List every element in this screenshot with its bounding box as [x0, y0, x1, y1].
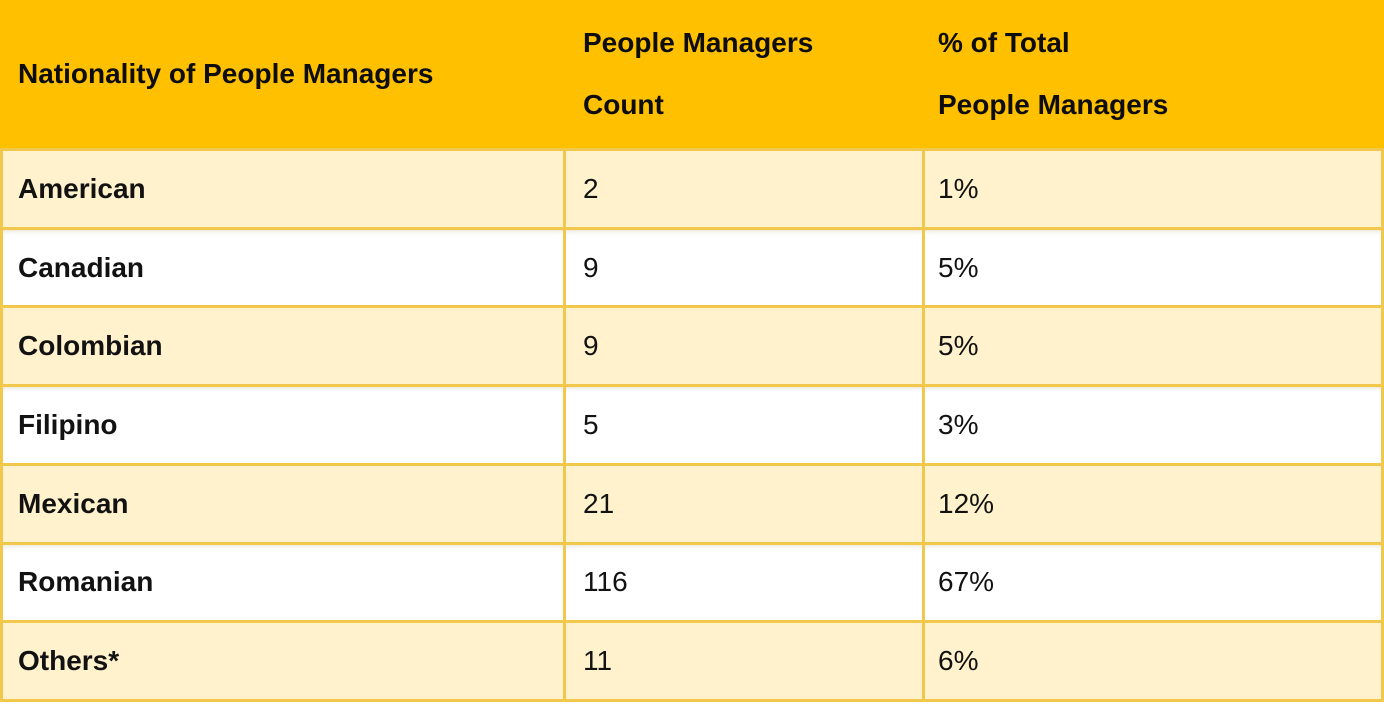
header-nationality-label: Nationality of People Managers: [18, 58, 434, 90]
header-count-line1: People Managers: [583, 27, 814, 58]
cell-count: 9: [563, 308, 922, 385]
header-percent-line2: People Managers: [938, 89, 1169, 120]
cell-nationality: American: [18, 172, 146, 204]
cell-percent: 5%: [922, 229, 1381, 306]
cell-percent: 3%: [922, 387, 1381, 463]
cell-percent: 6%: [922, 623, 1381, 700]
header-percent-line1: % of Total: [938, 27, 1070, 58]
header-percent: % of Total People Managers: [922, 12, 1384, 136]
cell-count: 2: [563, 151, 922, 227]
table-row-romanian: Romanian 116 67%: [3, 541, 1381, 621]
cell-nationality: Canadian: [18, 251, 145, 283]
cell-nationality: Colombian: [18, 330, 163, 362]
table-row-mexican: Mexican 21 12%: [3, 462, 1381, 542]
table-row-filipino: Filipino 5 3%: [3, 384, 1381, 463]
table-body: American 2 1% Canadian 9 5% Colombian 9 …: [0, 148, 1384, 702]
table-row-colombian: Colombian 9 5%: [3, 305, 1381, 385]
cell-count: 116: [563, 544, 922, 621]
cell-nationality: Mexican: [18, 487, 129, 519]
cell-percent: 5%: [922, 308, 1381, 385]
header-count-line2: Count: [583, 89, 664, 120]
cell-nationality: Filipino: [18, 409, 118, 441]
cell-nationality: Romanian: [18, 566, 154, 598]
table-header-row: Nationality of People Managers People Ma…: [0, 0, 1384, 148]
table-row-american: American 2 1%: [3, 148, 1381, 227]
header-count: People Managers Count: [563, 12, 922, 136]
cell-percent: 67%: [922, 544, 1381, 621]
cell-count: 11: [563, 623, 922, 700]
table-row-others: Others* 11 6%: [3, 620, 1381, 700]
header-nationality: Nationality of People Managers: [0, 57, 563, 91]
cell-percent: 12%: [922, 465, 1381, 542]
cell-count: 5: [563, 387, 922, 463]
cell-nationality: Others*: [18, 645, 120, 677]
cell-percent: 1%: [922, 151, 1381, 227]
table-row-canadian: Canadian 9 5%: [3, 226, 1381, 306]
cell-count: 21: [563, 465, 922, 542]
cell-count: 9: [563, 229, 922, 306]
